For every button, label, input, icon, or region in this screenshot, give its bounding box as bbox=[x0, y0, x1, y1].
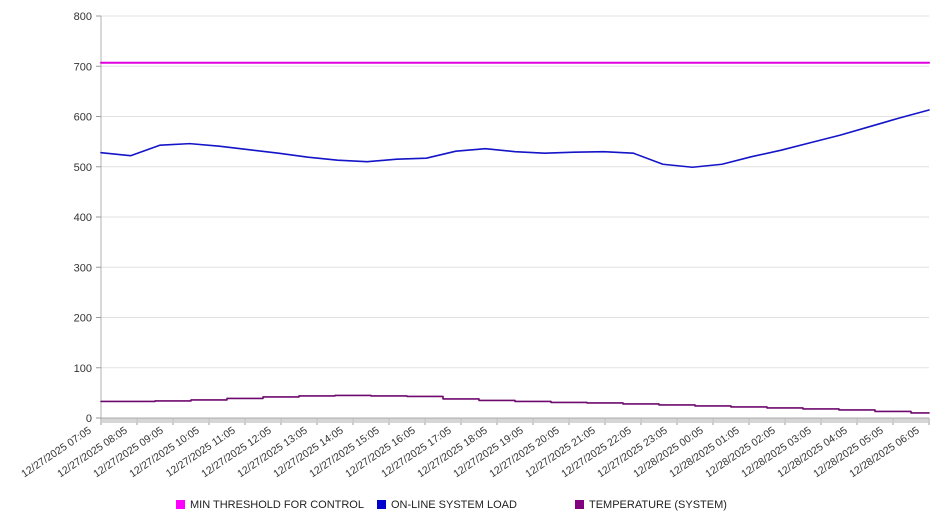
series-line bbox=[100, 109, 930, 169]
legend-label: ON-LINE SYSTEM LOAD bbox=[391, 499, 517, 511]
legend-swatch bbox=[176, 500, 185, 509]
y-axis: 0 100 200 300 400 500 600 700 800 bbox=[74, 11, 102, 425]
y-tick-label: 0 bbox=[86, 413, 92, 425]
plot-series bbox=[100, 61, 930, 414]
y-tick-label: 500 bbox=[74, 162, 92, 174]
y-tick-label: 200 bbox=[74, 313, 92, 325]
legend-label: TEMPERATURE (SYSTEM) bbox=[589, 499, 727, 511]
legend-swatch bbox=[377, 500, 386, 509]
y-tick-label: 700 bbox=[74, 61, 92, 73]
x-axis bbox=[100, 417, 930, 425]
legend-label: MIN THRESHOLD FOR CONTROL bbox=[190, 499, 364, 511]
gridlines bbox=[101, 15, 929, 419]
chart-legend: MIN THRESHOLD FOR CONTROL ON-LINE SYSTEM … bbox=[176, 499, 727, 511]
y-tick-label: 100 bbox=[74, 363, 92, 375]
legend-swatch bbox=[575, 500, 584, 509]
y-tick-label: 600 bbox=[74, 112, 92, 124]
y-tick-label: 800 bbox=[74, 11, 92, 23]
y-tick-label: 300 bbox=[74, 262, 92, 274]
series-line bbox=[100, 394, 930, 414]
y-tick-label: 400 bbox=[74, 212, 92, 224]
